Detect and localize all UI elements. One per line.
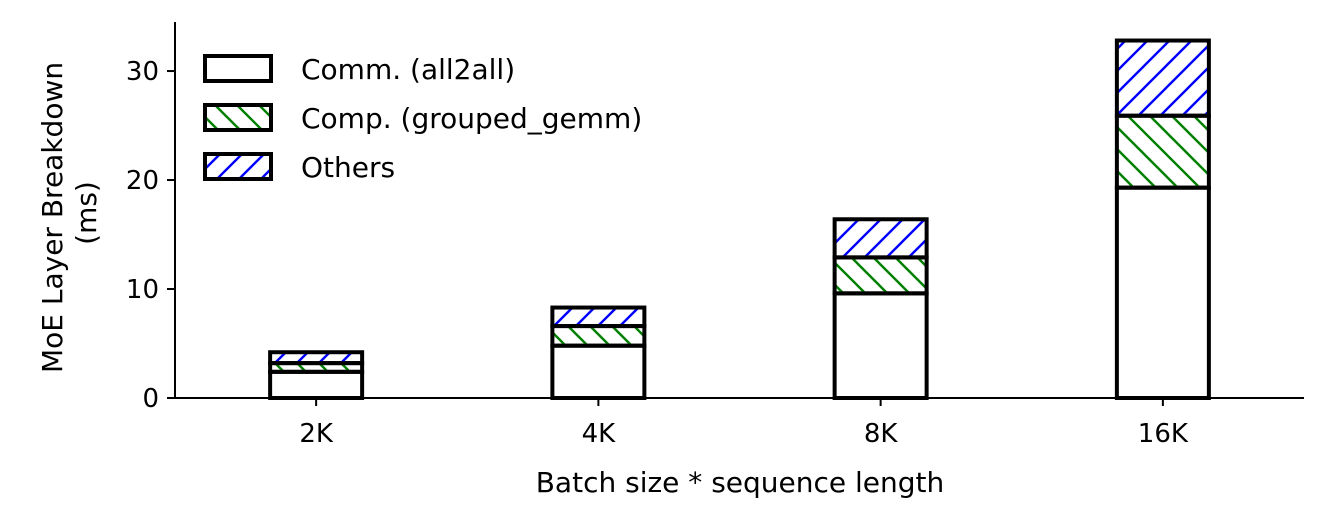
x-tick-label-4K: 4K bbox=[582, 419, 617, 449]
bar-8K-series-0 bbox=[832, 291, 929, 400]
legend-label-0: Comm. (all2all) bbox=[301, 53, 515, 86]
bar-2K-series-2 bbox=[268, 350, 365, 366]
y-axis-label: MoE Layer Breakdown (ms) bbox=[36, 53, 103, 373]
legend-label-1: Comp. (grouped_gemm) bbox=[301, 102, 642, 135]
y-tick-label-30: 30 bbox=[126, 57, 159, 87]
legend-swatch-0 bbox=[203, 54, 273, 83]
legend-label-2: Others bbox=[301, 151, 395, 184]
y-axis-label-line-1: MoE Layer Breakdown bbox=[36, 62, 69, 373]
bars-layer bbox=[268, 38, 1211, 400]
y-axis-label-line-2: (ms) bbox=[70, 181, 103, 245]
bar-4K-series-1 bbox=[550, 324, 647, 348]
axes-layer: 0 10 20 30 2K 4K 8K 16K bbox=[126, 22, 1304, 449]
bar-4K-series-2 bbox=[550, 305, 647, 329]
bar-8K-series-1 bbox=[832, 255, 929, 296]
bar-16K-series-2 bbox=[1114, 38, 1211, 118]
x-tick-label-8K: 8K bbox=[864, 419, 899, 449]
bar-16K-series-0 bbox=[1114, 185, 1211, 400]
y-tick-label-20: 20 bbox=[126, 166, 159, 196]
y-tick-label-10: 10 bbox=[126, 275, 159, 305]
x-tick-label-16K: 16K bbox=[1138, 419, 1189, 449]
x-tick-label-2K: 2K bbox=[299, 419, 334, 449]
bar-16K-series-1 bbox=[1114, 113, 1211, 190]
legend: Comm. (all2all) Comp. (grouped_gemm) Other… bbox=[203, 53, 642, 184]
x-axis-label: Batch size * sequence length bbox=[536, 466, 945, 499]
bar-4K-series-0 bbox=[550, 343, 647, 400]
bar-2K-series-0 bbox=[268, 369, 365, 400]
legend-swatch-1 bbox=[203, 103, 273, 132]
bar-8K-series-2 bbox=[832, 217, 929, 260]
legend-swatch-2 bbox=[203, 152, 273, 181]
y-tick-label-0: 0 bbox=[142, 384, 159, 414]
